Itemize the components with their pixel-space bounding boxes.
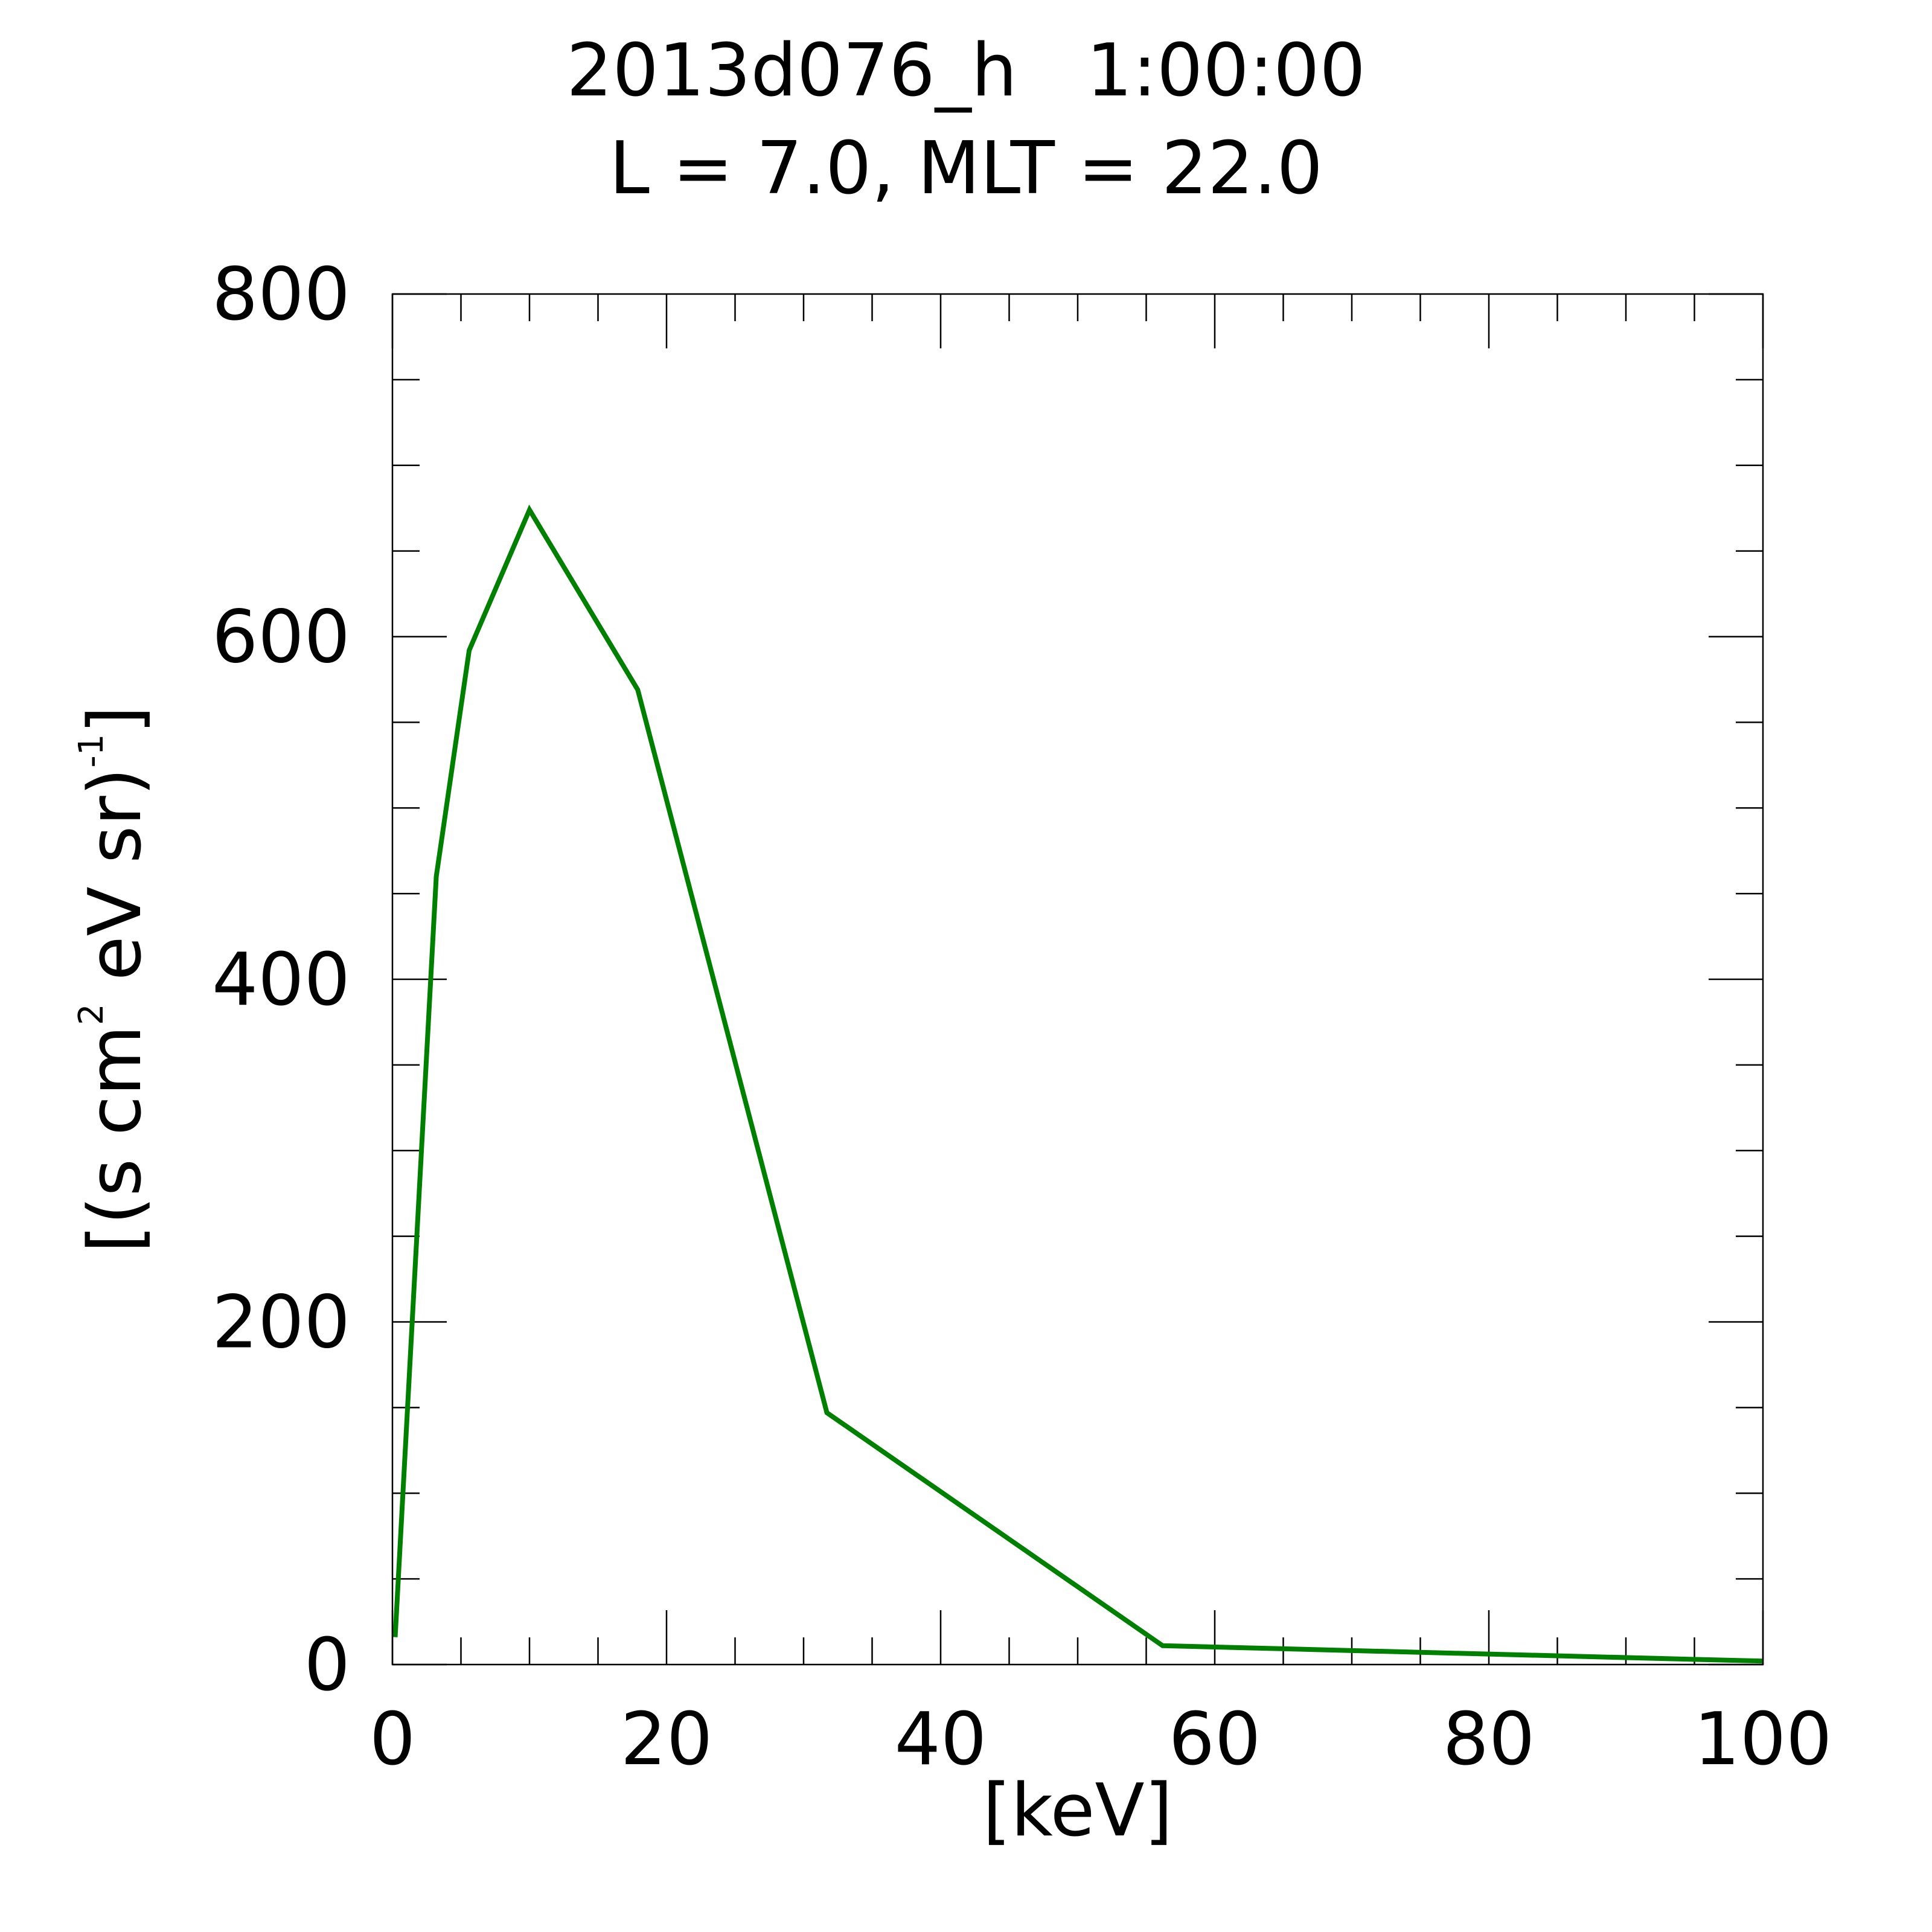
x-tick-label: 60 bbox=[1169, 1698, 1261, 1782]
y-axis-label-mid: eV sr) bbox=[74, 767, 158, 1003]
series-group bbox=[392, 504, 1764, 1664]
y-tick-label: 200 bbox=[212, 1281, 350, 1365]
y-tick-label: 800 bbox=[212, 253, 350, 337]
minor-ticks bbox=[392, 294, 1763, 1665]
x-tick-label: 20 bbox=[621, 1698, 713, 1782]
y-tick-label: 600 bbox=[212, 596, 350, 680]
plot-frame bbox=[391, 293, 1764, 1666]
y-axis-label-post: ] bbox=[74, 706, 158, 734]
y-tick-label: 0 bbox=[304, 1623, 350, 1707]
x-tick-labels: 0 20 40 60 80 100 bbox=[369, 1698, 1832, 1782]
chart-title: 2013d076_h 1:00:00 bbox=[566, 29, 1366, 113]
y-axis-label-sup2: -1 bbox=[72, 734, 111, 768]
x-tick-label: 80 bbox=[1443, 1698, 1535, 1782]
series-line bbox=[392, 504, 1764, 1664]
x-tick-label: 100 bbox=[1694, 1698, 1832, 1782]
x-tick-label: 0 bbox=[369, 1698, 415, 1782]
x-tick-label: 40 bbox=[895, 1698, 987, 1782]
y-axis-label: [(s cm2 eV sr)-1] bbox=[72, 706, 158, 1253]
y-tick-label: 400 bbox=[212, 938, 350, 1022]
major-ticks bbox=[391, 293, 1764, 1666]
y-axis-label-sup1: 2 bbox=[72, 1003, 111, 1025]
x-axis-label: [keV] bbox=[983, 1769, 1173, 1853]
chart-subtitle: L = 7.0, MLT = 22.0 bbox=[609, 127, 1323, 211]
y-tick-labels: 0 200 400 600 800 bbox=[212, 253, 350, 1707]
y-axis-label-pre: [(s cm bbox=[74, 1025, 158, 1253]
